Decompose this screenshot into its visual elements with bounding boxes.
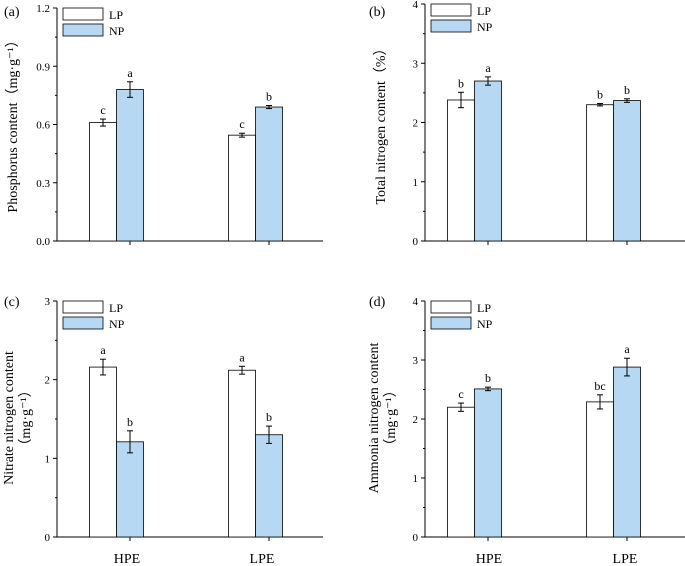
panel-d: (d) Ammonia nitrogen content （mg·g⁻¹） 0 1…	[367, 295, 685, 544]
legend-label-np: NP	[109, 317, 125, 331]
panel-label-a: (a)	[4, 5, 20, 20]
legend-swatch-lp	[62, 300, 104, 314]
significance-letter-b: b	[624, 83, 630, 97]
legend-label-lp: LP	[477, 4, 491, 18]
legend-label-np: NP	[477, 20, 493, 34]
x-tick-label-hpe-left: HPE	[114, 552, 140, 566]
y-tick-label-a: 0.0	[36, 236, 50, 248]
significance-letter-a: c	[239, 117, 244, 131]
x-tick-label-lpe-left: LPE	[250, 552, 275, 566]
bar-b-np-hpe	[474, 80, 502, 242]
bar-c-lp-hpe	[89, 366, 117, 538]
y-tick-label-d: 4	[413, 296, 419, 308]
bar-d-lp-lpe	[586, 401, 614, 538]
significance-letter-c: b	[266, 410, 272, 424]
significance-letter-c: a	[239, 350, 245, 364]
y-tick-label-c: 2	[45, 375, 51, 387]
legend-swatch-np	[430, 316, 472, 330]
bar-a-lp-hpe	[89, 122, 117, 242]
y-tick-label-b: 4	[413, 0, 419, 11]
significance-letter-b: b	[458, 76, 464, 90]
y-tick-label-b: 3	[413, 58, 419, 70]
bar-c-np-lpe	[255, 434, 283, 538]
significance-letter-a: a	[127, 66, 133, 80]
bar-d-np-lpe	[613, 366, 641, 538]
y-tick-label-d: 1	[413, 473, 419, 485]
bar-a-np-hpe	[116, 89, 144, 242]
y-tick-label-b: 1	[413, 177, 419, 189]
panel-label-b: (b)	[369, 5, 386, 20]
significance-letter-d: a	[624, 342, 630, 356]
y-tick-label-c: 0	[45, 532, 51, 544]
bar-b-np-lpe	[613, 100, 641, 242]
y-axis-label-a: Phosphorus content（mg·g⁻¹）	[5, 33, 21, 212]
significance-letter-c: b	[127, 415, 133, 429]
significance-letter-d: c	[458, 387, 463, 401]
y-tick-label-b: 0	[413, 236, 419, 248]
significance-letter-b: a	[485, 61, 491, 75]
bar-d-np-hpe	[474, 388, 502, 538]
significance-letter-c: a	[100, 343, 106, 357]
y-axis-label-d: Ammonia nitrogen content	[367, 342, 382, 493]
y-axis-unit-d: （mg·g⁻¹）	[383, 383, 399, 452]
y-tick-label-c: 1	[45, 453, 51, 465]
legend-label-lp: LP	[477, 301, 491, 315]
panel-a: (a) Phosphorus content（mg·g⁻¹） 0.0 0.3 0.6…	[4, 3, 323, 248]
bar-a-lp-lpe	[228, 134, 256, 242]
x-tick-label-hpe-right: HPE	[476, 552, 502, 566]
y-tick-label-c: 3	[45, 296, 51, 308]
panel-label-c: (c)	[4, 295, 20, 310]
bar-c-lp-lpe	[228, 369, 256, 538]
y-tick-label-b: 2	[413, 118, 419, 130]
y-axis-label-c: Nitrate nitrogen content	[2, 351, 17, 485]
legend-label-lp: LP	[109, 8, 123, 22]
y-tick-label-d: 2	[413, 414, 419, 426]
legend-swatch-lp	[430, 300, 472, 314]
legend-swatch-lp	[62, 7, 104, 21]
bar-c-np-hpe	[116, 441, 144, 538]
panel-c: (c) Nitrate nitrogen content （mg·g⁻¹） 0 1…	[2, 295, 323, 544]
bar-a-np-lpe	[255, 106, 283, 242]
legend-label-lp: LP	[109, 301, 123, 315]
panel-b: (b) Total nitrogen content（%） 0 1 2 3 4 b b a b L…	[369, 0, 685, 248]
y-tick-label-d: 0	[413, 532, 419, 544]
y-tick-label-a: 0.9	[36, 61, 50, 73]
y-tick-label-d: 3	[413, 355, 419, 367]
bar-b-lp-lpe	[586, 104, 614, 242]
y-tick-label-a: 0.3	[36, 178, 50, 190]
x-tick-label-lpe-right: LPE	[613, 552, 638, 566]
significance-letter-a: c	[100, 103, 105, 117]
legend-swatch-np	[62, 316, 104, 330]
significance-letter-b: b	[597, 88, 603, 102]
y-axis-label-b: Total nitrogen content（%）	[373, 41, 389, 204]
legend-swatch-lp	[430, 3, 472, 17]
y-tick-label-a: 0.6	[36, 120, 50, 132]
legend-swatch-np	[430, 19, 472, 33]
bar-d-lp-hpe	[447, 406, 475, 538]
y-tick-label-a: 1.2	[36, 3, 50, 15]
legend-label-np: NP	[109, 24, 125, 38]
y-axis-unit-c: （mg·g⁻¹）	[18, 383, 34, 452]
panel-label-d: (d)	[369, 295, 386, 310]
significance-letter-d: bc	[594, 379, 605, 393]
legend-label-np: NP	[477, 317, 493, 331]
significance-letter-a: b	[266, 89, 272, 103]
bar-b-lp-hpe	[447, 99, 475, 242]
legend-swatch-np	[62, 23, 104, 37]
significance-letter-d: b	[485, 371, 491, 385]
